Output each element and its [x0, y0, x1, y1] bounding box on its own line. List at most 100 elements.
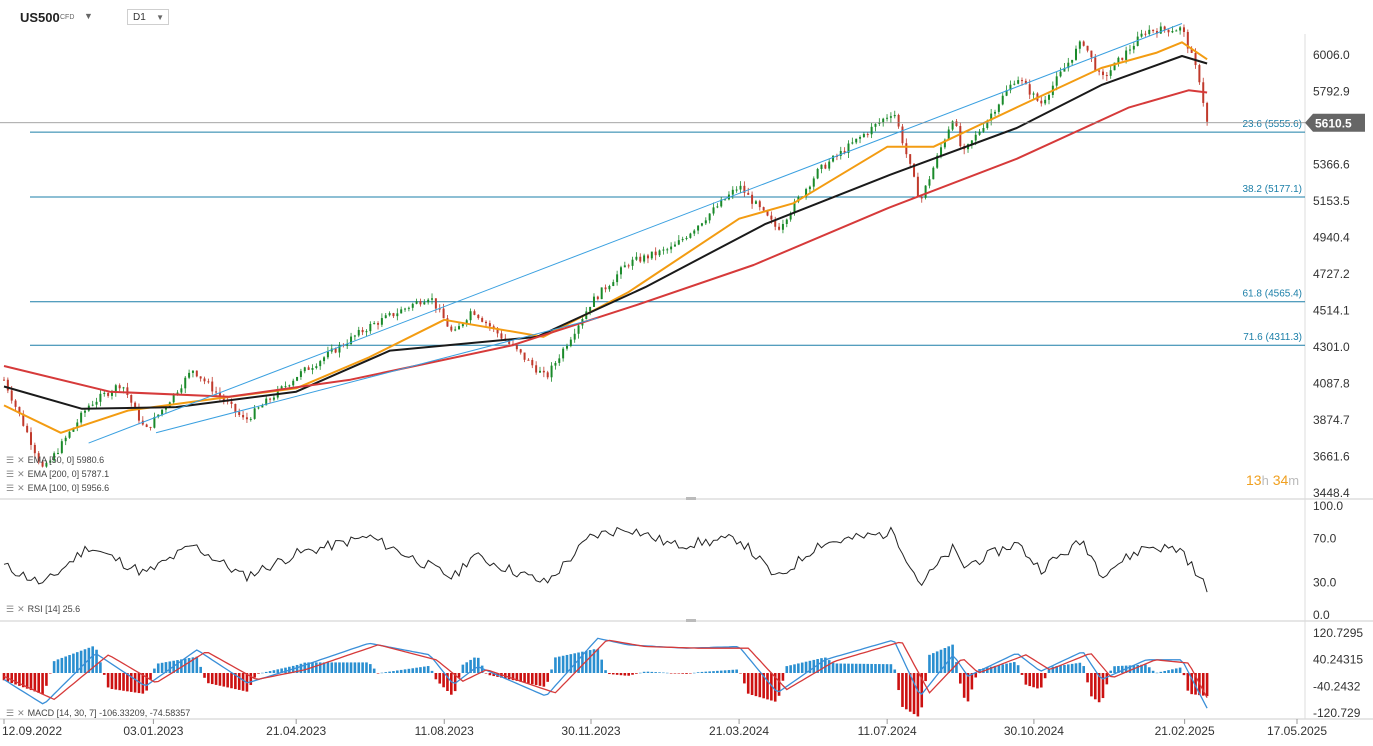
candle-body [272, 397, 275, 400]
symbol-name[interactable]: US500 [20, 10, 60, 25]
candle-body [303, 367, 306, 372]
legend-ema50[interactable]: ☰ ✕ EMA [50, 0] 5980.6 [6, 455, 104, 466]
macd-histogram-bar [677, 673, 681, 674]
candle-body [643, 255, 646, 262]
macd-histogram-bar [446, 673, 449, 691]
price-tick-label: 5153.5 [1313, 194, 1350, 208]
panel-resize-handle[interactable] [686, 497, 696, 500]
symbol-type: CFD [60, 14, 75, 21]
candle-body [207, 381, 210, 383]
candle-body [261, 405, 264, 408]
candle-body [650, 251, 653, 259]
fibonacci-levels[interactable]: 23.6 (5555.6) 38.2 (5177.1) 61.8 (4565.4) 7… [30, 119, 1305, 346]
timer-minutes-unit: m [1288, 473, 1300, 488]
candle-body [951, 121, 954, 130]
macd-histogram-bar [1174, 668, 1178, 673]
macd-histogram-bar [1082, 666, 1086, 673]
candle-body [1024, 80, 1027, 85]
settings-icon[interactable]: ☰ [6, 708, 15, 718]
macd-histogram-bar [411, 668, 415, 673]
macd-histogram-bar [230, 673, 233, 689]
macd-histogram-bar [388, 671, 391, 673]
close-icon[interactable]: ✕ [17, 455, 25, 465]
macd-histogram-bar [99, 662, 102, 673]
macd-histogram-bar [1074, 663, 1078, 673]
macd-histogram-bar [816, 659, 819, 673]
close-icon[interactable]: ✕ [17, 483, 25, 493]
macd-histogram-bar [1155, 672, 1159, 674]
timeframe-select[interactable]: D1 ▼ [127, 9, 169, 25]
trend-line[interactable] [88, 23, 1183, 444]
candle-body [1074, 48, 1077, 60]
settings-icon[interactable]: ☰ [6, 469, 15, 479]
legend-macd[interactable]: ☰ ✕ MACD [14, 30, 7] -106.33209, -74.58357 [6, 708, 190, 719]
candle-body [1090, 50, 1093, 58]
macd-histogram-bar [974, 673, 978, 678]
candle-body [1194, 52, 1197, 66]
macd-histogram-bar [353, 662, 357, 673]
macd-histogram-bar [881, 664, 885, 673]
candle-body [407, 307, 410, 309]
macd-histogram-bar [1136, 664, 1139, 673]
legend-rsi[interactable]: ☰ ✕ RSI [14] 25.6 [6, 604, 80, 615]
panel-resize-handle[interactable] [686, 619, 696, 622]
candle-body [631, 259, 634, 266]
candle-body [110, 391, 113, 396]
settings-icon[interactable]: ☰ [6, 455, 15, 465]
legend-ema200-text: EMA [200, 0] 5787.1 [27, 469, 110, 479]
macd-histogram-bar [785, 666, 789, 673]
candle-body [789, 213, 792, 220]
macd-histogram-bar [1086, 673, 1089, 683]
macd-histogram-bar [1178, 667, 1182, 673]
macd-histogram-bar [1090, 673, 1093, 697]
candle-body [751, 194, 754, 204]
chevron-down-icon[interactable]: ▼ [84, 11, 93, 21]
macd-histogram-bar [727, 670, 731, 673]
macd-histogram-bar [133, 673, 137, 693]
macd-histogram-bar [473, 657, 476, 673]
candle-body [404, 308, 407, 310]
trend-line[interactable] [155, 317, 598, 434]
ema-lines [3, 41, 1208, 434]
settings-icon[interactable]: ☰ [6, 483, 15, 493]
close-icon[interactable]: ✕ [17, 469, 25, 479]
time-tick-label: 17.05.2025 [1267, 724, 1327, 738]
legend-ema100[interactable]: ☰ ✕ EMA [100, 0] 5956.6 [6, 483, 109, 494]
macd-histogram-bar [623, 673, 627, 676]
candle-body [477, 314, 480, 319]
trend-channel[interactable] [88, 23, 1183, 444]
macd-histogram-bar [1201, 673, 1205, 696]
macd-histogram-bar [1190, 673, 1193, 695]
macd-histogram-bar [276, 669, 280, 673]
macd-histogram-bar [129, 673, 133, 692]
macd-histogram-bar [546, 673, 550, 682]
candle-body [654, 251, 657, 256]
macd-histogram-bar [870, 663, 873, 673]
macd-histogram-bar [183, 658, 187, 673]
macd-histogram-bar [1039, 673, 1043, 688]
macd-histogram-bar [646, 671, 650, 673]
candle-body [427, 299, 430, 303]
candle-body [847, 143, 850, 154]
candle-body [230, 401, 233, 404]
time-axis[interactable]: 12.09.2022 03.01.2023 21.04.2023 11.08.2023… [2, 719, 1327, 738]
macd-histogram-bar [153, 668, 156, 673]
legend-ema200[interactable]: ☰ ✕ EMA [200, 0] 5787.1 [6, 469, 109, 480]
macd-histogram-bar [700, 671, 704, 673]
macd-histogram-bar [735, 669, 738, 673]
macd-histogram-bar [403, 669, 407, 673]
price-axis[interactable]: 6006.0 5792.9 5366.6 5153.5 4940.4 4727.2 4514… [0, 48, 1365, 500]
candle-body [396, 313, 399, 317]
macd-histogram-bar [650, 671, 654, 673]
ema-line [3, 55, 1208, 410]
candle-body [488, 323, 491, 327]
macd-histogram-bar [681, 673, 684, 674]
macd-histogram-bar [534, 673, 538, 686]
settings-icon[interactable]: ☰ [6, 604, 15, 614]
candle-body [29, 432, 32, 445]
candle-body [423, 302, 426, 305]
macd-histogram-bar [372, 668, 376, 673]
close-icon[interactable]: ✕ [17, 708, 25, 718]
close-icon[interactable]: ✕ [17, 604, 25, 614]
